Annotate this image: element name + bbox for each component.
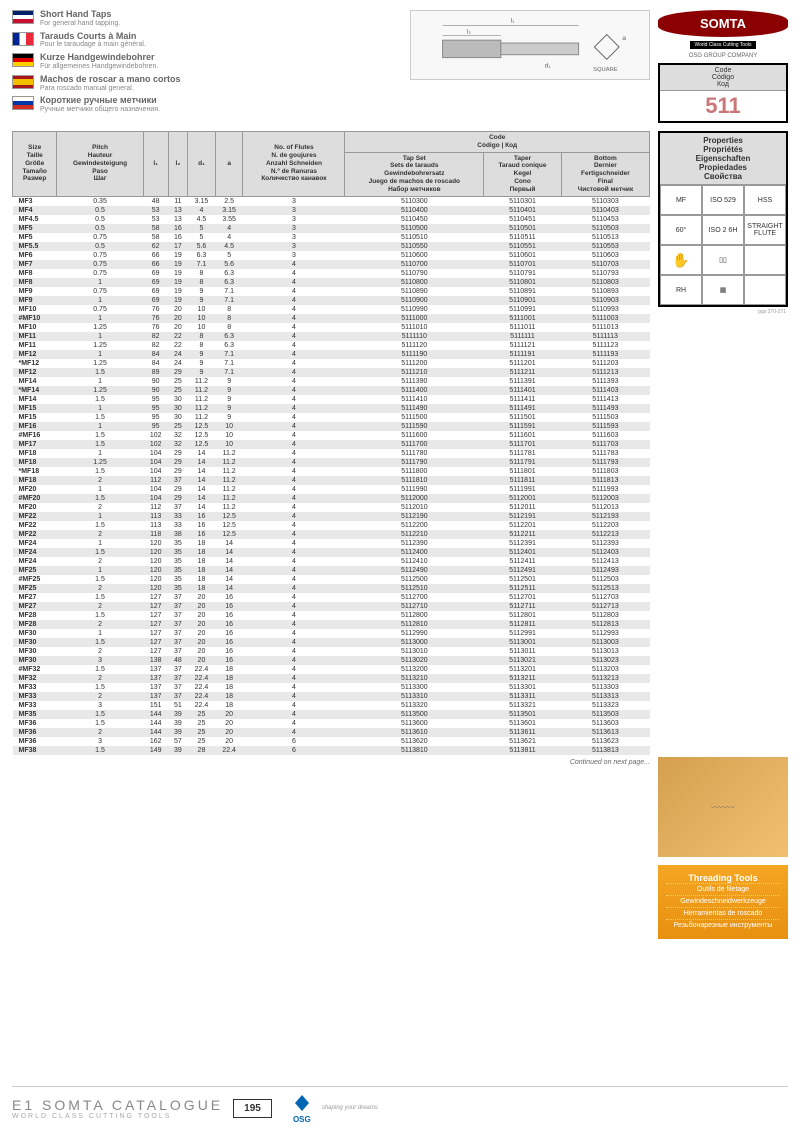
- table-row: MF3631625725206511362051136215113623: [13, 737, 650, 746]
- table-row: MF151.5953011.294511150051115015111503: [13, 413, 650, 422]
- property-cell: [744, 245, 786, 275]
- table-row: MF70.7566197.15.64511070051107015110703: [13, 260, 650, 269]
- spec-table: Size Taille Größe Tamaño Размер Pitch Ha…: [12, 131, 650, 755]
- table-row: MF90.75691997.14511089051108915110893: [13, 287, 650, 296]
- flag-es-icon: [12, 75, 34, 89]
- table-row: MF3021273720164511301051130115113013: [13, 647, 650, 656]
- table-row: MF111.25822286.34511112051111215111123: [13, 341, 650, 350]
- table-row: MF3621443925204511361051136115113613: [13, 728, 650, 737]
- table-row: MF2721273720164511271051127115112713: [13, 602, 650, 611]
- continued-note: Continued on next page...: [12, 755, 650, 770]
- table-row: MF80.75691986.34511079051107915110793: [13, 269, 650, 278]
- flag-de-icon: [12, 53, 34, 67]
- table-row: MF81691986.34511080051108015110803: [13, 278, 650, 287]
- table-row: #MF161.51023212.510451116005111601511160…: [13, 431, 650, 440]
- table-row: MF3011273720164511299051129915112993: [13, 629, 650, 638]
- svg-text:d₁: d₁: [545, 62, 552, 69]
- table-row: MF361.51443925204511360051136015113603: [13, 719, 650, 728]
- table-row: MF121842497.14511119051111915111193: [13, 350, 650, 359]
- table-row: MF50.55816543511050051105015110503: [13, 224, 650, 233]
- title-block: Short Hand TapsFor general hand tapping.…: [12, 10, 402, 123]
- table-row: MF281.51273720164511280051128015112803: [13, 611, 650, 620]
- table-row: *MF141.25902511.294511140051114015111403: [13, 386, 650, 395]
- table-row: MF2411203518144511239051123915112393: [13, 539, 650, 548]
- table-row: MF301.51273720164511300051130015113003: [13, 638, 650, 647]
- table-row: MF161952512.5104511159051115915111593: [13, 422, 650, 431]
- code-box: Code Código Код 511: [658, 63, 788, 123]
- table-row: MF331.51373722.4184511330051133015113303: [13, 683, 650, 692]
- table-row: MF202112371411.24511201051120115112013: [13, 503, 650, 512]
- svg-text:a: a: [622, 35, 626, 42]
- table-row: MF3321373722.4184511331051133115113313: [13, 692, 650, 701]
- page-footer: E1 SOMTA CATALOGUE WORLD CLASS CUTTING T…: [12, 1086, 788, 1123]
- table-row: MF221113331612.54511219051121915112193: [13, 512, 650, 521]
- table-row: MF181.25104291411.2451117905111791511179…: [13, 458, 650, 467]
- table-row: MF30.3548113.152.53511030051103015110303: [13, 196, 650, 206]
- threading-image: 〰〰〰: [658, 757, 788, 857]
- table-row: MF100.7576201084511099051109915110993: [13, 305, 650, 314]
- table-row: MF60.7566196.353511060051106015110603: [13, 251, 650, 260]
- tap-diagram: l₁ l₂ d₁ SQUARE a: [410, 10, 650, 80]
- table-row: MF181104291411.24511178051117815111783: [13, 449, 650, 458]
- property-cell: STRAIGHT FLUTE: [744, 215, 786, 245]
- table-row: MF3031384820164511302051130215113023: [13, 656, 650, 665]
- table-row: MF3331515122.4184511332051133215113323: [13, 701, 650, 710]
- table-row: *MF181.5104291411.2451118005111801511180…: [13, 467, 650, 476]
- property-cell: ▦: [702, 275, 744, 305]
- svg-text:SQUARE: SQUARE: [593, 67, 618, 73]
- table-row: MF141.5953011.294511141051114115111413: [13, 395, 650, 404]
- table-row: MF271.51273720164511270051127015112703: [13, 593, 650, 602]
- property-cell: ▯▯: [702, 245, 744, 275]
- threading-tools-box: Threading Tools Outils de filetageGewind…: [658, 865, 788, 939]
- table-row: MF171.51023212.5104511170051117015111703: [13, 440, 650, 449]
- table-row: MF182112371411.24511181051118115111813: [13, 476, 650, 485]
- property-cell: ✋: [660, 245, 702, 275]
- properties-box: Properties Propriétés Eigenschaften Prop…: [658, 131, 788, 307]
- table-row: MF2511203518144511249051124915112493: [13, 566, 650, 575]
- property-cell: MF: [660, 185, 702, 215]
- property-cell: RH: [660, 275, 702, 305]
- table-row: MF3221373722.4184511321051132115113213: [13, 674, 650, 683]
- property-cell: ISO 2 6H: [702, 215, 744, 245]
- svg-text:l₁: l₁: [511, 18, 516, 25]
- table-row: MF50.755816543511051051105115110513: [13, 233, 650, 242]
- table-row: MF381.5149392822.46511381051138115113813: [13, 746, 650, 755]
- table-row: MF111822286.34511111051111115111113: [13, 332, 650, 341]
- table-row: MF40.5531343.153511040051104015110403: [13, 206, 650, 215]
- flag-ru-icon: [12, 96, 34, 110]
- page-number: 195: [233, 1099, 272, 1118]
- property-cell: [744, 275, 786, 305]
- flag-fr-icon: [12, 32, 34, 46]
- property-cell: HSS: [744, 185, 786, 215]
- table-row: MF101.2576201084511101051110115111013: [13, 323, 650, 332]
- table-row: MF222118381612.54511221051122115112213: [13, 530, 650, 539]
- property-cell: ISO 529: [702, 185, 744, 215]
- table-row: MF141902511.294511139051113915111393: [13, 377, 650, 386]
- table-row: #MF251.51203518144511250051125015112503: [13, 575, 650, 584]
- table-row: MF2421203518144511241051124115112413: [13, 557, 650, 566]
- table-row: MF201104291411.24511199051119915111993: [13, 485, 650, 494]
- osg-logo: OSG: [282, 1093, 322, 1123]
- property-cell: 60°: [660, 215, 702, 245]
- table-row: #MF321.51373722.418451132005113201511320…: [13, 665, 650, 674]
- hand-icon: ✋: [672, 252, 689, 269]
- table-row: MF151953011.294511149051114915111493: [13, 404, 650, 413]
- brand-logo: SOMTA: [658, 10, 788, 37]
- table-row: MF5.50.562175.64.53511055051105515110553: [13, 242, 650, 251]
- table-row: MF121.5892997.14511121051112115111213: [13, 368, 650, 377]
- table-row: MF91691997.14511090051109015110903: [13, 296, 650, 305]
- table-row: MF4.50.553134.53.55351104505110451511045…: [13, 215, 650, 224]
- table-row: MF241.51203518144511240051124015112403: [13, 548, 650, 557]
- table-row: MF2821273720164511281051128115112813: [13, 620, 650, 629]
- table-row: #MF10176201084511100051110015111003: [13, 314, 650, 323]
- flag-en-icon: [12, 10, 34, 24]
- svg-text:l₂: l₂: [467, 28, 472, 35]
- table-row: MF2521203518144511251051125115112513: [13, 584, 650, 593]
- logo-area: SOMTA World Class Cutting Tools OSG GROU…: [658, 10, 788, 123]
- table-row: MF351.51443925204511350051135015113503: [13, 710, 650, 719]
- table-row: #MF201.5104291411.2451120005112001511200…: [13, 494, 650, 503]
- table-row: *MF121.25842497.14511120051112015111203: [13, 359, 650, 368]
- table-row: MF221.5113331612.54511220051122015112203: [13, 521, 650, 530]
